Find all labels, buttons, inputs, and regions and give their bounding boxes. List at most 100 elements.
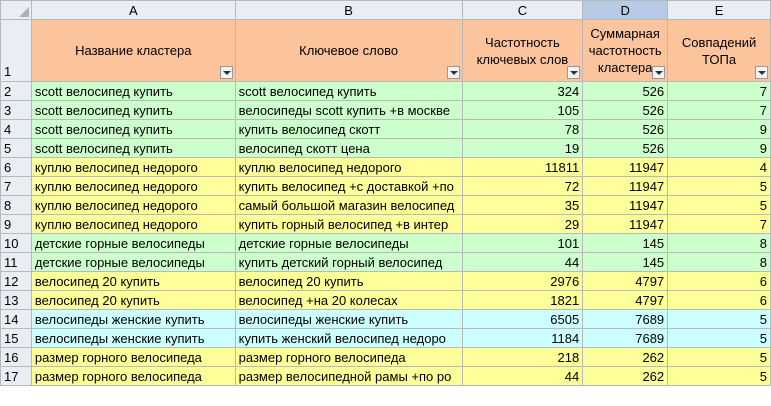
cell-keyword[interactable]: велосипед скотт цена: [234, 138, 463, 158]
row-number[interactable]: 7: [0, 176, 32, 196]
cell-top-matches[interactable]: 8: [667, 252, 771, 272]
cell-cluster-total-frequency[interactable]: 526: [582, 138, 669, 158]
cell-keyword[interactable]: купить велосипед +с доставкой +по: [234, 176, 463, 196]
column-header-e[interactable]: E: [667, 0, 771, 20]
cell-top-matches[interactable]: 9: [667, 119, 771, 139]
cell-keyword-frequency[interactable]: 44: [461, 366, 584, 386]
cell-cluster-name[interactable]: детские горные велосипеды: [30, 233, 236, 253]
row-number[interactable]: 4: [0, 119, 32, 139]
cell-keyword[interactable]: велосипеды scott купить +в москве: [234, 100, 463, 120]
cell-cluster-name[interactable]: куплю велосипед недорого: [30, 157, 236, 177]
cell-cluster-total-frequency[interactable]: 526: [582, 81, 669, 101]
column-header-a[interactable]: A: [30, 0, 236, 20]
cell-keyword-frequency[interactable]: 101: [461, 233, 584, 253]
cell-keyword-frequency[interactable]: 2976: [461, 271, 584, 291]
filter-dropdown-icon[interactable]: [567, 66, 581, 79]
cell-keyword-frequency[interactable]: 29: [461, 214, 584, 234]
cell-keyword[interactable]: размер велосипедной рамы +по ро: [234, 366, 463, 386]
cell-cluster-total-frequency[interactable]: 11947: [582, 157, 669, 177]
cell-cluster-name[interactable]: scott велосипед купить: [30, 81, 236, 101]
cell-top-matches[interactable]: 5: [667, 347, 771, 367]
cell-cluster-name[interactable]: велосипед 20 купить: [30, 290, 236, 310]
cell-cluster-total-frequency[interactable]: 7689: [582, 309, 669, 329]
cell-cluster-name[interactable]: куплю велосипед недорого: [30, 214, 236, 234]
cell-cluster-name[interactable]: велосипеды женские купить: [30, 328, 236, 348]
cell-cluster-name[interactable]: scott велосипед купить: [30, 100, 236, 120]
cell-keyword-frequency[interactable]: 78: [461, 119, 584, 139]
cell-keyword[interactable]: велосипед 20 купить: [234, 271, 463, 291]
select-all-corner[interactable]: [0, 0, 32, 20]
cell-keyword-frequency[interactable]: 6505: [461, 309, 584, 329]
row-number[interactable]: 5: [0, 138, 32, 158]
cell-cluster-name[interactable]: куплю велосипед недорого: [30, 176, 236, 196]
row-number[interactable]: 8: [0, 195, 32, 215]
cell-cluster-total-frequency[interactable]: 11947: [582, 176, 669, 196]
cell-keyword-frequency[interactable]: 44: [461, 252, 584, 272]
cell-top-matches[interactable]: 7: [667, 100, 771, 120]
row-number[interactable]: 14: [0, 309, 32, 329]
header-top-matches[interactable]: Совпадений ТОПа: [667, 19, 771, 82]
filter-dropdown-icon[interactable]: [755, 66, 768, 79]
cell-keyword-frequency[interactable]: 11811: [461, 157, 584, 177]
column-header-b[interactable]: B: [234, 0, 463, 20]
cell-cluster-total-frequency[interactable]: 11947: [582, 195, 669, 215]
cell-top-matches[interactable]: 4: [667, 157, 771, 177]
cell-keyword[interactable]: детские горные велосипеды: [234, 233, 463, 253]
cell-cluster-name[interactable]: размер горного велосипеда: [30, 347, 236, 367]
cell-cluster-name[interactable]: scott велосипед купить: [30, 138, 236, 158]
cell-keyword[interactable]: велосипеды женские купить: [234, 309, 463, 329]
cell-keyword[interactable]: размер горного велосипеда: [234, 347, 463, 367]
filter-dropdown-icon[interactable]: [652, 66, 666, 79]
cell-keyword[interactable]: велосипед +на 20 колесах: [234, 290, 463, 310]
cell-cluster-total-frequency[interactable]: 4797: [582, 271, 669, 291]
row-number[interactable]: 12: [0, 271, 32, 291]
cell-cluster-total-frequency[interactable]: 11947: [582, 214, 669, 234]
cell-cluster-total-frequency[interactable]: 145: [582, 252, 669, 272]
cell-keyword[interactable]: самый большой магазин велосипед: [234, 195, 463, 215]
cell-keyword-frequency[interactable]: 218: [461, 347, 584, 367]
cell-keyword[interactable]: купить женский велосипед недоро: [234, 328, 463, 348]
row-number[interactable]: 11: [0, 252, 32, 272]
cell-cluster-total-frequency[interactable]: 262: [582, 366, 669, 386]
row-number[interactable]: 16: [0, 347, 32, 367]
header-keyword[interactable]: Ключевое слово: [234, 19, 463, 82]
cell-keyword[interactable]: купить горный велосипед +в интер: [234, 214, 463, 234]
filter-dropdown-icon[interactable]: [446, 66, 460, 79]
row-number[interactable]: 3: [0, 100, 32, 120]
cell-keyword[interactable]: scott велосипед купить: [234, 81, 463, 101]
row-number[interactable]: 6: [0, 157, 32, 177]
cell-top-matches[interactable]: 7: [667, 214, 771, 234]
cell-cluster-total-frequency[interactable]: 526: [582, 100, 669, 120]
cell-keyword-frequency[interactable]: 324: [461, 81, 584, 101]
filter-dropdown-icon[interactable]: [219, 66, 233, 79]
cell-cluster-name[interactable]: scott велосипед купить: [30, 119, 236, 139]
row-number[interactable]: 2: [0, 81, 32, 101]
column-header-c[interactable]: C: [461, 0, 584, 20]
cell-cluster-name[interactable]: куплю велосипед недорого: [30, 195, 236, 215]
row-number[interactable]: 10: [0, 233, 32, 253]
cell-top-matches[interactable]: 6: [667, 271, 771, 291]
cell-top-matches[interactable]: 5: [667, 309, 771, 329]
cell-top-matches[interactable]: 5: [667, 176, 771, 196]
cell-keyword[interactable]: куплю велосипед недорого: [234, 157, 463, 177]
header-cluster-name[interactable]: Название кластера: [30, 19, 236, 82]
cell-cluster-name[interactable]: велосипед 20 купить: [30, 271, 236, 291]
cell-cluster-total-frequency[interactable]: 4797: [582, 290, 669, 310]
column-header-d[interactable]: D: [582, 0, 669, 20]
cell-top-matches[interactable]: 5: [667, 328, 771, 348]
cell-keyword-frequency[interactable]: 19: [461, 138, 584, 158]
cell-top-matches[interactable]: 5: [667, 195, 771, 215]
header-cluster-total-frequency[interactable]: Суммарная частотность кластера: [582, 19, 669, 82]
cell-keyword-frequency[interactable]: 105: [461, 100, 584, 120]
cell-keyword-frequency[interactable]: 35: [461, 195, 584, 215]
cell-cluster-total-frequency[interactable]: 526: [582, 119, 669, 139]
row-number[interactable]: 15: [0, 328, 32, 348]
header-keyword-frequency[interactable]: Частотность ключевых слов: [461, 19, 584, 82]
cell-top-matches[interactable]: 6: [667, 290, 771, 310]
cell-keyword[interactable]: купить велосипед скотт: [234, 119, 463, 139]
cell-cluster-total-frequency[interactable]: 262: [582, 347, 669, 367]
row-number[interactable]: 9: [0, 214, 32, 234]
cell-cluster-total-frequency[interactable]: 145: [582, 233, 669, 253]
cell-cluster-name[interactable]: детские горные велосипеды: [30, 252, 236, 272]
row-number[interactable]: 1: [0, 19, 32, 82]
